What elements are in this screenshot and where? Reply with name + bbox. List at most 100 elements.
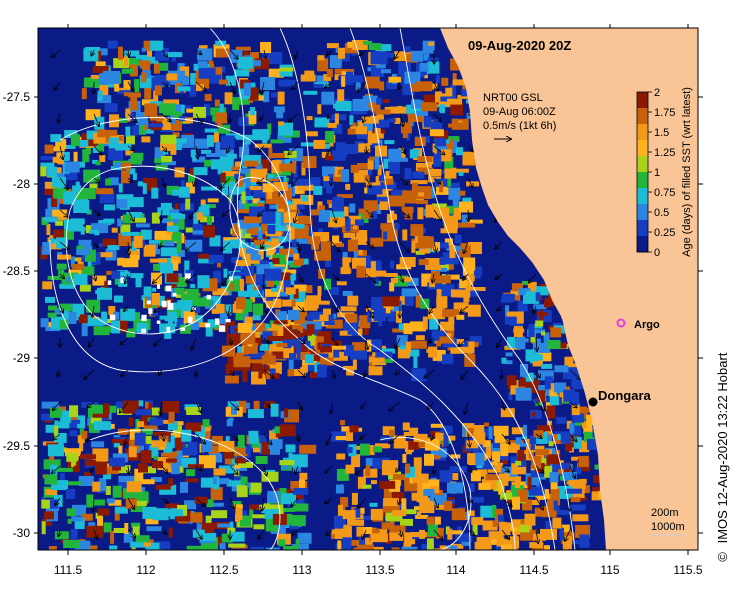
sst-patch [301, 195, 308, 202]
sst-patch [297, 184, 314, 191]
sst-patch [252, 364, 263, 371]
sst-patch [238, 200, 250, 210]
sst-patch [593, 475, 605, 484]
sst-patch [272, 257, 280, 264]
sst-patch [450, 102, 464, 116]
sst-patch [228, 356, 237, 364]
current-arrow [463, 273, 469, 280]
x-tick-label: 113 [292, 563, 311, 577]
sst-patch [232, 501, 242, 507]
sst-patch [206, 499, 214, 508]
sst-patch [452, 508, 465, 521]
sst-patch [257, 230, 263, 240]
sst-patch [594, 464, 599, 470]
sst-patch [103, 522, 112, 533]
current-arrow [194, 177, 196, 186]
sst-patch [306, 116, 313, 121]
sst-patch [174, 167, 185, 178]
sst-patch [435, 91, 442, 103]
sst-patch [338, 47, 345, 59]
sst-patch [72, 185, 82, 194]
sst-patch [414, 137, 426, 146]
sst-patch [114, 276, 119, 285]
sst-patch [153, 263, 162, 271]
sst-patch [90, 74, 103, 79]
sst-patch [168, 509, 184, 517]
sst-patch [592, 486, 604, 492]
x-tick-label: 114 [446, 563, 465, 577]
sst-patch [501, 539, 515, 550]
sst-patch [172, 259, 179, 271]
sst-patch [400, 518, 413, 526]
current-arrow [125, 433, 129, 445]
sst-patch [313, 232, 330, 241]
sst-patch [216, 536, 224, 546]
sst-patch [268, 68, 284, 78]
sst-patch [252, 514, 268, 519]
sst-patch [390, 260, 394, 269]
current-arrow [399, 177, 408, 185]
sst-patch [45, 208, 58, 218]
sst-patch [130, 97, 138, 111]
sst-patch [440, 104, 445, 114]
sst-patch [155, 484, 171, 490]
sst-patch [107, 40, 118, 49]
sst-patch [406, 341, 411, 353]
dongara-marker: Dongara [588, 388, 652, 407]
sst-patch [404, 293, 414, 307]
sst-patch [403, 432, 418, 436]
sst-patch [205, 431, 211, 445]
sst-patch [515, 460, 522, 466]
sst-patch [283, 187, 293, 200]
sst-patch [532, 548, 545, 550]
sst-patch [416, 111, 429, 116]
sst-patch [74, 518, 85, 529]
sst-patch [383, 178, 394, 185]
sst-patch [418, 490, 429, 503]
sst-patch [545, 520, 555, 529]
sst-patch [467, 219, 483, 224]
current-arrow [60, 305, 63, 313]
sst-patch [92, 481, 101, 492]
sst-patch [118, 117, 128, 123]
sst-patch [434, 516, 441, 525]
sst-patch [467, 453, 478, 465]
sst-patch [572, 514, 589, 522]
sst-patch [381, 348, 395, 354]
sst-patch [347, 330, 358, 335]
sst-patch [401, 546, 418, 550]
sst-patch [448, 260, 454, 270]
sst-patch [40, 318, 49, 328]
sst-patch [60, 410, 72, 423]
sst-patch [253, 286, 261, 290]
sst-patch [293, 369, 306, 376]
sst-patch [140, 450, 152, 464]
sst-patch [139, 121, 146, 135]
sst-patch [218, 79, 228, 85]
sst-patch [177, 300, 193, 310]
footer-timestamp: IMOS 12-Aug-2020 13:22 Hobart [715, 352, 730, 543]
sst-patch [583, 431, 595, 442]
sst-patch [43, 459, 61, 470]
sst-patch [566, 420, 572, 429]
current-info-line3: 0.5m/s (1kt 6h) [483, 120, 556, 132]
sst-patch [345, 539, 363, 546]
sst-patch [70, 218, 85, 225]
sst-patch [201, 149, 212, 154]
sst-patch [168, 527, 173, 538]
sst-patch [410, 340, 427, 349]
sst-patch [535, 449, 550, 456]
sst-patch [430, 423, 443, 428]
sst-patch [519, 377, 537, 389]
sst-patch [351, 454, 361, 468]
sst-patch [60, 303, 73, 312]
sst-patch [213, 270, 222, 283]
sst-patch [201, 522, 215, 530]
sst-patch [129, 439, 141, 450]
sst-patch [339, 330, 352, 336]
current-arrow [365, 241, 374, 248]
sst-patch [120, 224, 131, 234]
sst-patch [121, 68, 134, 74]
sst-patch [399, 345, 408, 350]
sst-patch [347, 239, 358, 252]
